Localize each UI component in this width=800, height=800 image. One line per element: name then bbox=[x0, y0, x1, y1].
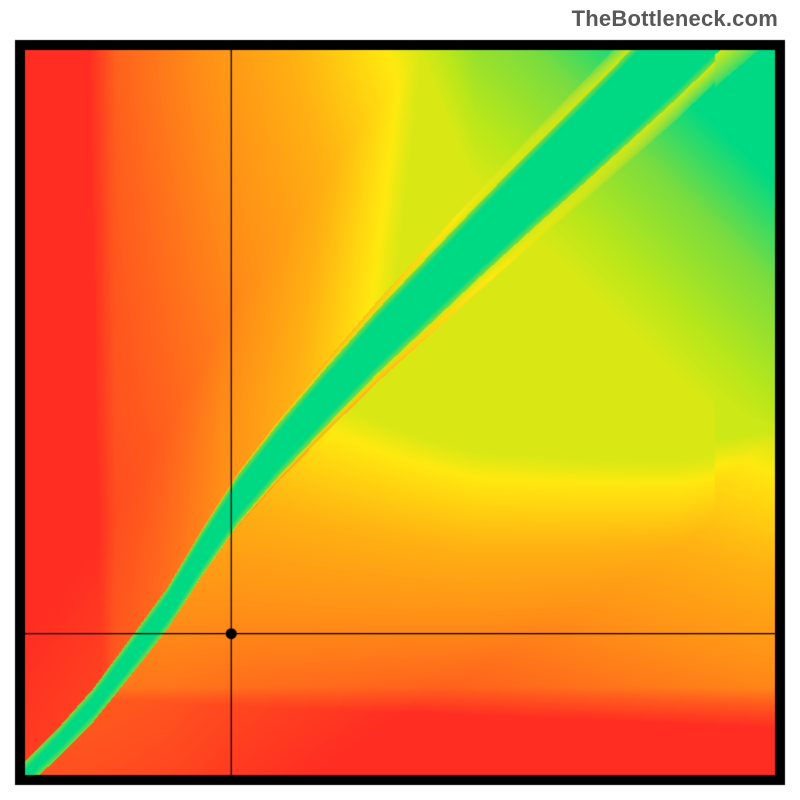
heatmap-canvas bbox=[0, 0, 800, 800]
brand-label: TheBottleneck.com bbox=[572, 6, 778, 32]
